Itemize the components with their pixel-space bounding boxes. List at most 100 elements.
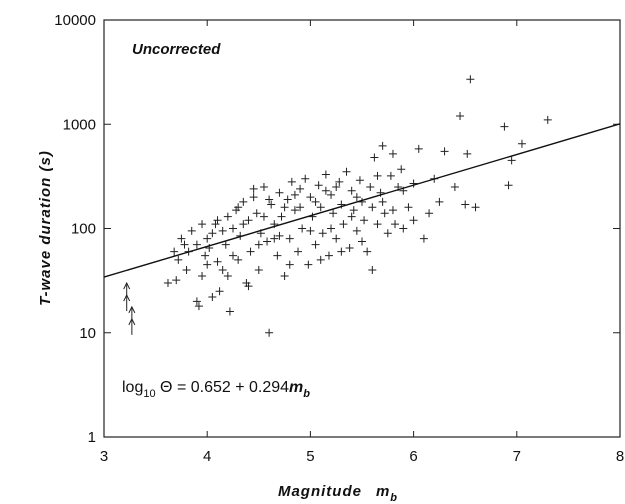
- data-point: [366, 183, 375, 192]
- data-point: [306, 226, 315, 235]
- data-point: [283, 195, 292, 204]
- data-point: [249, 193, 258, 202]
- data-point: [352, 226, 361, 235]
- data-point: [543, 115, 552, 124]
- data-point: [198, 272, 207, 281]
- data-point: [306, 193, 315, 202]
- y-tick-label: 10: [79, 325, 96, 342]
- data-point: [373, 220, 382, 229]
- data-point: [194, 302, 203, 311]
- data-point: [203, 234, 212, 243]
- data-point: [321, 170, 330, 179]
- data-point: [273, 251, 282, 260]
- data-point: [192, 240, 201, 249]
- data-point: [259, 212, 268, 221]
- data-point: [304, 260, 313, 269]
- data-point: [267, 200, 276, 209]
- data-point: [223, 212, 232, 221]
- data-point: [324, 251, 333, 260]
- data-point: [373, 171, 382, 180]
- x-tick-label: 4: [203, 448, 211, 465]
- data-point: [287, 177, 296, 186]
- data-point: [234, 255, 243, 264]
- data-point: [461, 200, 470, 209]
- data-point: [358, 237, 366, 246]
- data-point: [290, 190, 299, 199]
- data-point: [414, 144, 423, 153]
- data-point: [198, 220, 207, 229]
- data-point: [294, 247, 303, 256]
- data-point: [234, 203, 243, 212]
- data-point: [368, 203, 377, 212]
- y-axis-label: T-wave duration (s): [37, 150, 54, 306]
- fit-equation: log10 Θ = 0.652 + 0.294mb: [122, 379, 310, 400]
- data-point: [342, 167, 351, 176]
- data-point: [296, 184, 305, 193]
- data-point: [327, 190, 336, 199]
- data-point: [215, 287, 224, 296]
- data-point: [440, 147, 449, 156]
- data-point: [275, 231, 284, 240]
- data-point: [244, 282, 253, 291]
- data-point: [517, 139, 526, 148]
- data-point: [378, 141, 387, 150]
- data-point: [332, 183, 341, 192]
- data-point: [368, 265, 377, 274]
- data-point: [507, 156, 516, 165]
- equation-prefix-subscript: 10: [143, 388, 155, 400]
- data-point: [504, 181, 513, 190]
- data-point: [316, 255, 325, 264]
- data-point: [259, 183, 268, 192]
- x-tick-label: 3: [100, 448, 108, 465]
- data-point: [311, 197, 320, 206]
- data-point: [327, 224, 336, 233]
- data-point: [229, 251, 237, 260]
- data-point: [388, 206, 397, 215]
- equation-prefix: log: [122, 379, 143, 396]
- data-point: [321, 186, 330, 195]
- data-point: [352, 193, 361, 202]
- data-point: [163, 279, 172, 288]
- x-axis-label-subscript: b: [390, 492, 398, 504]
- data-point: [280, 272, 289, 281]
- data-point: [380, 209, 389, 218]
- data-point: [386, 171, 395, 180]
- data-point: [174, 255, 183, 264]
- data-point: [208, 229, 217, 238]
- data-point: [182, 265, 191, 274]
- data-point: [397, 165, 406, 174]
- data-point: [239, 220, 248, 229]
- data-point: [213, 216, 222, 225]
- x-tick-label: 6: [409, 448, 417, 465]
- data-point: [316, 203, 325, 212]
- equation-body: Θ = 0.652 + 0.294: [156, 379, 290, 396]
- x-tick-label: 7: [513, 448, 521, 465]
- data-point: [363, 247, 372, 256]
- data-point: [419, 234, 428, 243]
- x-axis-label-text: Magnitude: [278, 483, 362, 500]
- data-point: [221, 240, 230, 249]
- data-point: [275, 188, 284, 197]
- data-point: [391, 220, 400, 229]
- data-point: [301, 174, 310, 183]
- data-point: [471, 203, 480, 212]
- upper-limit-arrow: [128, 305, 136, 335]
- data-point: [265, 328, 274, 337]
- y-tick-label: 100: [71, 221, 96, 238]
- data-point: [500, 122, 509, 131]
- data-point: [254, 265, 263, 274]
- data-point: [450, 183, 459, 192]
- data-point: [172, 276, 181, 285]
- data-point: [456, 111, 465, 120]
- y-tick-label: 1: [88, 429, 96, 446]
- data-point: [360, 216, 369, 225]
- data-point: [187, 226, 196, 235]
- data-point: [347, 186, 356, 195]
- x-axis-label: Magnitude mb: [278, 483, 398, 504]
- data-point: [270, 234, 279, 243]
- data-point: [213, 257, 222, 266]
- fit-line: [103, 123, 621, 278]
- data-point: [203, 260, 212, 269]
- annotation-title: Uncorrected: [132, 41, 221, 58]
- y-tick-label: 1000: [63, 116, 96, 133]
